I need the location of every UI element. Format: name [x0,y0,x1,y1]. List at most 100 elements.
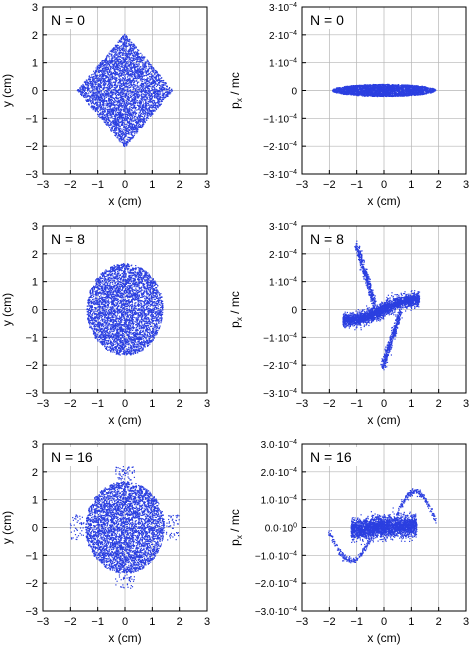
scatter-point [133,77,135,79]
scatter-point [95,94,97,96]
scatter-point [126,123,128,125]
scatter-point [114,109,116,112]
scatter-point [143,87,145,89]
scatter-point [132,57,134,59]
scatter-point [125,44,127,46]
scatter-point [169,93,171,95]
scatter-point [99,112,102,114]
scatter-point [138,88,140,91]
scatter-point [118,78,120,80]
scatter-point [102,73,104,75]
scatter-point [129,74,131,76]
scatter-point [106,93,108,95]
scatter-point [151,94,153,96]
scatter-point [148,101,150,103]
scatter-point [138,101,140,103]
scatter-point [109,124,111,126]
scatter-point [136,109,138,111]
scatter-point [151,87,153,89]
scatter-point [85,81,87,83]
scatter-point [103,110,105,112]
scatter-point [123,103,125,105]
scatter-point [110,65,112,67]
scatter-point [133,51,135,53]
scatter-point [136,58,138,61]
scatter-point [129,109,131,111]
scatter-point [144,115,146,118]
scatter-point [125,71,127,73]
scatter-point [133,100,135,102]
scatter-point [128,99,130,101]
scatter-point [100,95,102,97]
scatter-point [165,91,167,93]
scatter-point [102,88,104,90]
scatter-point [142,119,144,121]
scatter-point [89,80,91,82]
scatter-point [123,95,125,97]
scatter-point [97,98,99,100]
n-annotation: N = 0 [51,12,85,28]
scatter-point [125,47,127,49]
scatter-point [163,95,165,97]
scatter-point [129,107,131,110]
scatter-point [121,117,123,119]
scatter-point [110,108,113,110]
scatter-point [109,114,111,116]
scatter-point [153,79,155,81]
scatter-point [80,92,82,94]
scatter-point [102,112,104,114]
scatter-point [148,104,150,106]
scatter-point [96,103,98,105]
scatter-point [124,96,126,98]
scatter-point [115,46,118,48]
scatter-point [114,127,116,129]
scatter-point [121,128,123,130]
scatter-point [110,77,112,79]
scatter-point [147,108,149,110]
scatter-point [107,116,109,118]
scatter-point [91,106,93,108]
scatter-point [112,118,114,120]
scatter-point [95,72,97,74]
scatter-point [159,95,161,97]
scatter-point [129,39,131,41]
scatter-point [108,100,110,102]
scatter-point [82,88,85,90]
scatter-point [101,89,103,92]
scatter-point [120,93,122,95]
scatter-point [151,98,153,100]
scatter-point [140,52,142,54]
scatter-point [101,79,103,81]
scatter-point [158,87,161,89]
scatter-point [149,113,151,115]
scatter-point [165,88,167,90]
scatter-point [105,123,107,125]
scatter-point [82,95,84,97]
scatter-point [147,77,149,79]
scatter-point [125,103,127,105]
scatter-point [112,120,114,122]
scatter-point [124,77,126,79]
scatter-point [131,111,133,113]
scatter-point [120,89,122,91]
scatter-point [98,115,100,117]
scatter-point [127,63,129,65]
scatter-point [156,96,158,98]
scatter-point [125,38,127,41]
scatter-point [114,55,116,57]
scatter-point [99,77,101,79]
scatter-point [118,131,120,133]
scatter-point [143,106,145,108]
scatter-point [142,122,144,124]
scatter-point [111,71,113,73]
scatter-point [121,137,123,139]
scatter-point [129,112,131,114]
scatter-point [128,65,131,67]
scatter-point [127,107,129,109]
scatter-point [145,71,147,74]
scatter-point [101,63,103,65]
scatter-point [112,104,114,106]
scatter-point [99,113,101,116]
scatter-point [142,64,144,66]
